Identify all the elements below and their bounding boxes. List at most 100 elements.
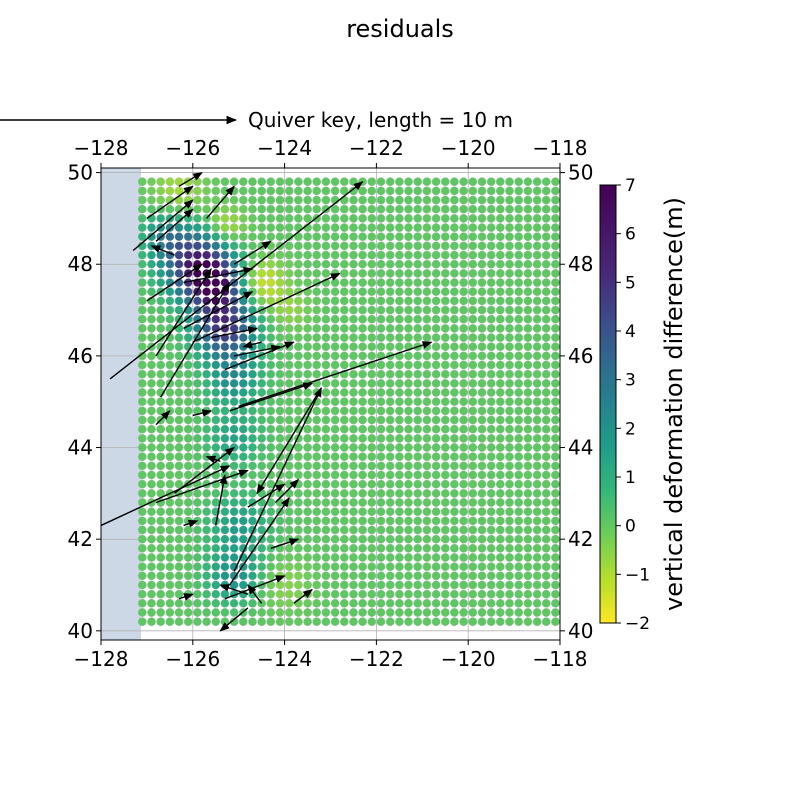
scatter-point xyxy=(404,369,413,379)
scatter-point xyxy=(495,333,505,342)
scatter-point xyxy=(174,388,184,397)
scatter-point xyxy=(137,571,147,581)
scatter-point xyxy=(220,608,230,617)
scatter-point xyxy=(238,195,248,205)
scatter-point xyxy=(505,571,514,581)
scatter-point xyxy=(321,479,331,489)
scatter-point xyxy=(459,232,468,242)
scatter-point xyxy=(422,305,432,315)
scatter-point xyxy=(358,553,367,562)
scatter-point xyxy=(551,424,560,434)
scatter-point xyxy=(440,397,450,407)
scatter-point xyxy=(404,314,413,324)
scatter-point xyxy=(349,461,358,471)
scatter-point xyxy=(541,378,551,388)
scatter-point xyxy=(165,268,175,278)
scatter-point xyxy=(459,177,468,187)
scatter-point xyxy=(459,553,468,562)
scatter-point xyxy=(468,186,478,196)
scatter-point xyxy=(532,378,542,388)
scatter-point xyxy=(449,598,459,608)
scatter-point xyxy=(339,333,349,342)
scatter-point xyxy=(156,598,166,608)
scatter-point xyxy=(385,443,395,452)
scatter-point xyxy=(385,452,395,462)
scatter-point xyxy=(449,415,459,425)
scatter-point xyxy=(321,241,331,251)
scatter-point xyxy=(541,259,551,269)
scatter-point xyxy=(330,314,340,324)
scatter-point xyxy=(514,470,524,480)
scatter-point xyxy=(358,232,367,242)
scatter-point xyxy=(523,333,533,342)
scatter-point xyxy=(404,223,413,233)
scatter-point xyxy=(321,333,331,342)
scatter-point xyxy=(468,580,478,590)
scatter-point xyxy=(229,571,239,581)
scatter-point xyxy=(321,360,331,370)
scatter-point xyxy=(459,479,468,489)
scatter-point xyxy=(514,241,524,251)
quiver-arrow xyxy=(274,478,300,504)
scatter-point xyxy=(449,488,459,498)
scatter-point xyxy=(174,223,184,233)
scatter-point xyxy=(303,296,312,306)
scatter-point xyxy=(238,488,248,498)
scatter-point xyxy=(339,296,349,306)
scatter-point xyxy=(523,488,533,498)
scatter-point xyxy=(468,177,478,187)
scatter-point xyxy=(229,543,239,553)
scatter-point xyxy=(468,369,478,379)
scatter-point xyxy=(358,296,367,306)
scatter-point xyxy=(229,461,239,471)
scatter-point xyxy=(541,571,551,581)
scatter-point xyxy=(477,461,487,471)
scatter-point xyxy=(404,553,413,562)
scatter-point xyxy=(495,213,505,223)
scatter-point xyxy=(459,488,468,498)
scatter-point xyxy=(220,204,230,214)
scatter-point xyxy=(192,488,202,498)
scatter-point xyxy=(367,571,377,581)
scatter-point xyxy=(495,342,505,352)
scatter-point xyxy=(192,204,202,214)
scatter-point xyxy=(165,232,175,242)
scatter-point xyxy=(349,443,358,452)
scatter-point xyxy=(284,213,294,223)
quiver-arrow xyxy=(155,469,249,504)
scatter-point xyxy=(367,598,377,608)
scatter-point xyxy=(413,268,423,278)
scatter-point xyxy=(394,259,404,269)
scatter-point xyxy=(156,397,166,407)
quiver-arrow xyxy=(238,341,433,407)
scatter-point xyxy=(303,461,312,471)
scatter-point xyxy=(449,223,459,233)
scatter-point xyxy=(532,571,542,581)
scatter-point xyxy=(248,406,257,416)
scatter-point xyxy=(495,580,505,590)
scatter-point xyxy=(238,223,248,233)
scatter-point xyxy=(385,433,395,443)
scatter-point xyxy=(156,177,166,187)
scatter-point xyxy=(183,369,193,379)
scatter-point xyxy=(495,268,505,278)
scatter-point xyxy=(257,406,267,416)
scatter-point xyxy=(486,223,496,233)
scatter-point xyxy=(147,443,156,452)
scatter-point xyxy=(137,351,147,361)
scatter-point xyxy=(413,498,423,507)
scatter-point xyxy=(514,498,524,507)
scatter-point xyxy=(248,571,257,581)
scatter-point xyxy=(376,617,386,627)
scatter-point xyxy=(137,232,147,242)
scatter-point xyxy=(147,360,156,370)
scatter-point xyxy=(514,177,524,187)
scatter-point xyxy=(477,598,487,608)
scatter-point xyxy=(376,443,386,452)
scatter-point xyxy=(275,213,285,223)
scatter-point xyxy=(192,186,202,196)
scatter-point xyxy=(440,296,450,306)
scatter-point xyxy=(404,452,413,462)
scatter-point xyxy=(229,452,239,462)
scatter-point xyxy=(147,250,156,260)
